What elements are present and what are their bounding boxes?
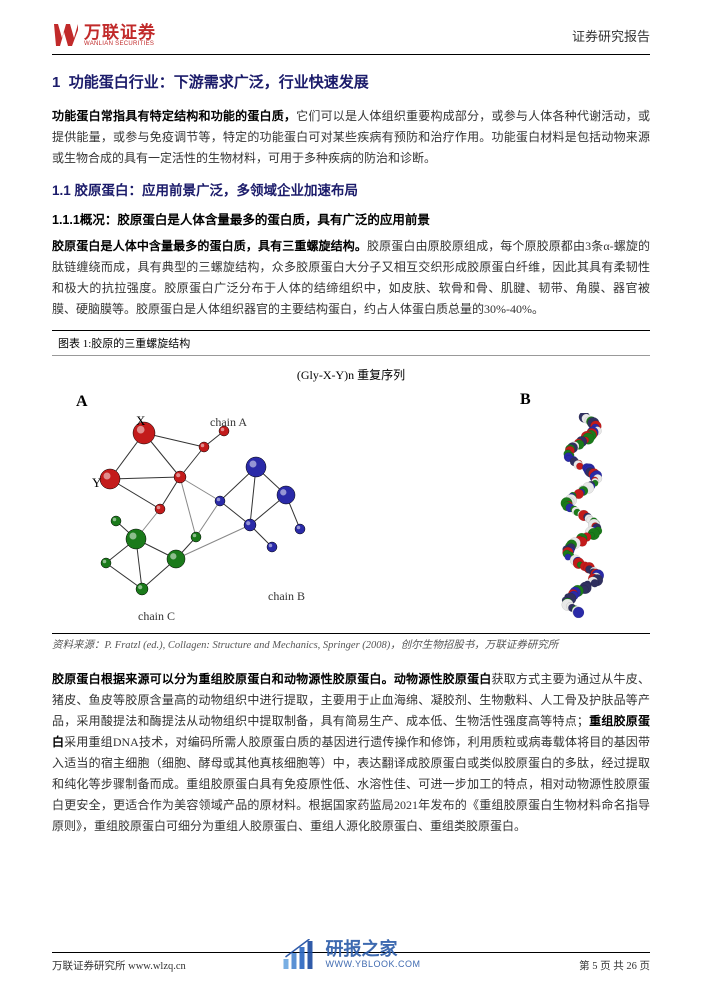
panel-b-label: B	[520, 391, 531, 409]
watermark-bars-icon	[281, 939, 319, 971]
chain-a-label: chain A	[210, 415, 247, 430]
figure-1-box: 图表 1:胶原的三重螺旋结构 (Gly-X-Y)n 重复序列 A XY chai…	[52, 330, 650, 634]
subsection-1-1-title: 1.1 胶原蛋白：应用前景广泛，多领域企业加速布局	[52, 179, 650, 199]
watermark-en: WWW.YBLOOK.COM	[325, 960, 420, 970]
paragraph-3: 胶原蛋白根据来源可以分为重组胶原蛋白和动物源性胶原蛋白。动物源性胶原蛋白获取方式…	[52, 669, 650, 837]
paragraph-1: 功能蛋白常指具有特定结构和功能的蛋白质，它们可以是人体组织重要构成部分，或参与人…	[52, 106, 650, 169]
figure-1-source: 资料来源：P. Fratzl (ed.), Collagen: Structur…	[52, 638, 650, 655]
footer-left: 万联证券研究所 www.wlzq.cn	[52, 958, 186, 973]
page-header: 万联证券 WANLIAN SECURITIES 证券研究报告	[52, 22, 650, 55]
logo-mark-icon	[52, 22, 80, 48]
svg-text:X: X	[136, 413, 146, 428]
panel-a-label: A	[76, 393, 88, 411]
company-logo: 万联证券 WANLIAN SECURITIES	[52, 22, 156, 48]
chain-c-label: chain C	[138, 609, 175, 624]
section-1-title: 1 功能蛋白行业：下游需求广泛，行业快速发展	[52, 71, 650, 92]
figure-1-caption: 图表 1:胶原的三重螺旋结构	[52, 331, 650, 356]
helix-diagram	[560, 413, 610, 621]
logo-text-en: WANLIAN SECURITIES	[84, 41, 156, 47]
watermark: 研报之家 WWW.YBLOOK.COM	[281, 939, 420, 971]
figure-panel-a: A XY chain A chain B chain C	[72, 391, 332, 621]
figure-panel-b: B	[540, 391, 630, 621]
logo-text-cn: 万联证券	[84, 24, 156, 41]
paragraph-2: 胶原蛋白是人体中含量最多的蛋白质，具有三重螺旋结构。胶原蛋白由原胶原组成，每个原…	[52, 236, 650, 320]
network-diagram: XY	[72, 391, 332, 621]
footer-right: 第 5 页 共 26 页	[579, 958, 650, 973]
watermark-cn: 研报之家	[325, 940, 420, 960]
figure-1-header: (Gly-X-Y)n 重复序列	[72, 366, 630, 383]
subsubsection-1-1-1-title: 1.1.1概况：胶原蛋白是人体含量最多的蛋白质，具有广泛的应用前景	[52, 209, 650, 228]
svg-text:Y: Y	[92, 475, 102, 490]
chain-b-label: chain B	[268, 589, 305, 604]
header-doc-type: 证券研究报告	[572, 26, 650, 45]
